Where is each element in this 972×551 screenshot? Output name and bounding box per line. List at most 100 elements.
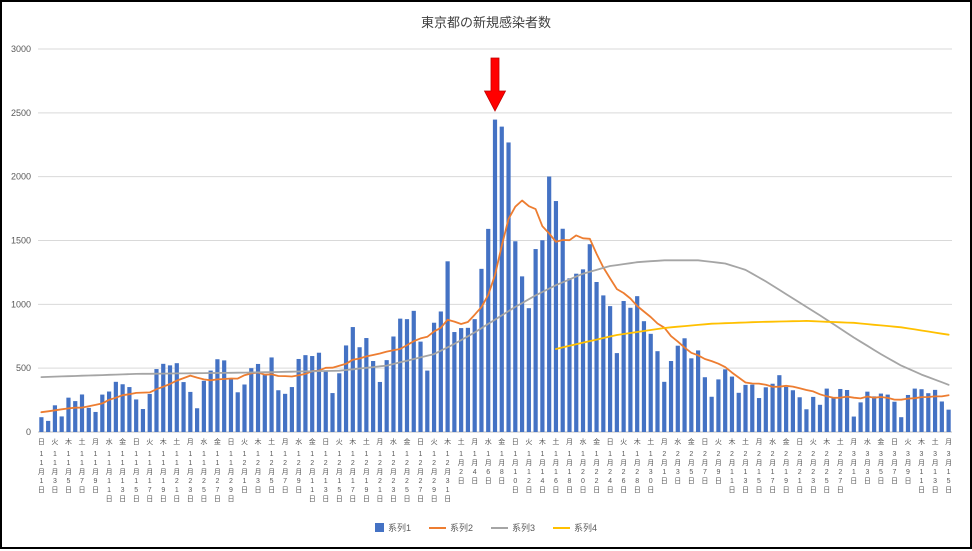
x-tick-dow: 月: [471, 439, 479, 446]
bar: [885, 394, 890, 432]
bar: [357, 347, 362, 432]
x-tick-char: 月: [78, 469, 86, 476]
x-tick-char: 日: [728, 487, 736, 494]
chart-title: 東京都の新規感染者数: [420, 15, 551, 30]
x-tick-char: 日: [823, 487, 831, 494]
x-tick-char: 7: [838, 478, 843, 485]
x-tick-char: 月: [891, 460, 898, 467]
bar: [750, 384, 755, 432]
x-tick-label: 水 1 1 月 2 5 日: [197, 438, 211, 504]
x-tick-dow: 土: [931, 439, 939, 446]
x-tick-char: 1: [107, 460, 112, 467]
x-tick-char: 日: [281, 487, 289, 494]
x-tick-label: 火 3 月 9 日: [901, 438, 915, 486]
bar: [540, 240, 545, 432]
bar: [337, 373, 342, 432]
x-tick-char: 月: [417, 469, 424, 476]
x-tick-char: 9: [364, 487, 369, 494]
x-tick-char: 9: [161, 487, 166, 494]
x-tick-char: 月: [904, 460, 912, 467]
bar: [614, 353, 619, 432]
x-tick-char: 1: [526, 469, 531, 476]
bar: [905, 394, 911, 432]
bar: [912, 388, 917, 432]
bar: [310, 356, 315, 432]
x-tick-label: 木 1 1 月 5 日: [62, 438, 76, 495]
bar: [465, 327, 471, 432]
x-tick-char: 日: [714, 478, 722, 485]
x-tick-dow: 土: [552, 439, 560, 446]
x-tick-char: 1: [472, 451, 477, 458]
series2-line: [40, 199, 950, 414]
bar: [560, 228, 565, 432]
x-tick-char: 月: [728, 460, 736, 467]
x-tick-char: 3: [648, 469, 653, 476]
x-tick-char: 1: [310, 451, 315, 458]
x-tick-char: 1: [946, 469, 951, 476]
x-tick-dow: 日: [796, 439, 804, 446]
x-tick-dow: 水: [105, 439, 113, 446]
x-tick-char: 1: [323, 451, 328, 458]
bar: [242, 384, 247, 432]
bar: [411, 310, 416, 432]
x-tick-dow: 土: [457, 439, 465, 446]
bar: [567, 278, 572, 432]
x-tick-char: 1: [147, 460, 152, 467]
bar: [844, 389, 850, 432]
x-tick-char: 1: [107, 487, 112, 494]
x-tick-dow: 火: [430, 439, 438, 446]
x-tick-char: 月: [132, 469, 140, 476]
x-tick-char: 月: [200, 469, 208, 476]
x-tick-char: 日: [173, 496, 181, 503]
x-tick-char: 日: [37, 487, 45, 494]
x-tick-dow: 木: [728, 439, 736, 446]
bar: [526, 308, 531, 432]
x-tick-char: 3: [865, 469, 870, 476]
x-tick-dow: 土: [362, 439, 370, 446]
x-tick-char: 月: [945, 460, 953, 467]
x-tick-char: 日: [146, 496, 154, 503]
bar: [384, 360, 389, 432]
x-tick-label: 火 1 月 1 2 日: [522, 438, 536, 495]
x-tick-char: 1: [540, 451, 545, 458]
x-tick-char: 6: [553, 478, 558, 485]
bar: [675, 345, 680, 432]
x-tick-char: 月: [65, 469, 72, 476]
x-tick-char: 1: [161, 460, 166, 467]
x-tick-char: 2: [824, 469, 829, 476]
x-tick-dow: 火: [809, 439, 817, 446]
x-tick-dow: 金: [213, 439, 221, 446]
legend-line-marker: [428, 526, 446, 529]
x-tick-dow: 月: [755, 439, 763, 446]
x-tick-char: 1: [120, 460, 125, 467]
x-tick-char: 3: [946, 451, 951, 458]
x-tick-char: 日: [254, 487, 262, 494]
x-tick-char: 日: [430, 496, 438, 503]
x-tick-char: 2: [811, 451, 816, 458]
x-tick-label: 水 1 2 月 9 日: [292, 438, 306, 495]
x-tick-char: 日: [227, 496, 235, 503]
x-tick-char: 7: [350, 487, 355, 494]
x-tick-label: 月 1 2 月 2 1 日: [373, 438, 387, 504]
x-tick-label: 金 2 月 5 日: [684, 438, 698, 486]
x-tick-label: 水 1 月 2 0 日: [576, 438, 590, 495]
x-tick-char: 2: [743, 451, 748, 458]
x-tick-char: 1: [134, 460, 139, 467]
x-tick-label: 水 2 月 3 日: [671, 438, 685, 486]
x-tick-label: 土 3 月 1 3 日: [928, 438, 942, 495]
x-tick-char: 日: [268, 487, 276, 494]
x-tick-dow: 日: [606, 439, 614, 446]
x-tick-char: 1: [66, 451, 71, 458]
x-tick-char: 2: [797, 469, 802, 476]
bar: [93, 411, 98, 432]
x-tick-label: 日 1 月 2 4 日: [603, 438, 617, 495]
x-tick-dow: 月: [92, 439, 99, 446]
x-tick-char: 日: [119, 496, 127, 503]
bar: [330, 393, 335, 432]
x-tick-char: 1: [445, 487, 450, 494]
x-tick-char: 月: [796, 460, 804, 467]
x-tick-dow: 金: [593, 439, 601, 446]
x-tick-dow: 火: [904, 439, 912, 446]
x-tick-char: 2: [594, 478, 599, 485]
bar: [851, 416, 856, 432]
